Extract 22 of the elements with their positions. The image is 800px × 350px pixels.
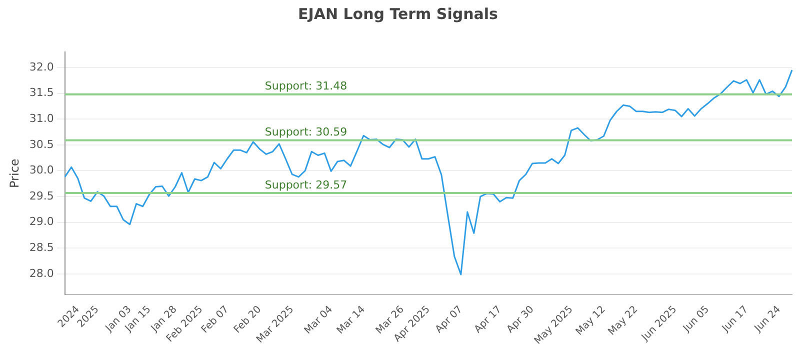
y-tick-label: 31.0 [29, 112, 54, 125]
ref-line-label: Support: 31.48 [264, 80, 348, 93]
x-tick-label: Mar 04 [302, 304, 336, 336]
y-tick-label: 30.5 [29, 138, 54, 151]
x-tick-label: Jun 17 [720, 304, 751, 335]
y-axis-title: Price [7, 158, 22, 188]
y-tick-label: 30.0 [29, 164, 54, 177]
ref-line-label: Support: 30.59 [264, 126, 348, 139]
x-tick-label: Mar 14 [335, 304, 368, 336]
y-tick-label: 29.0 [29, 215, 54, 228]
x-tick-label: Apr 07 [434, 304, 465, 336]
x-tick-label: Apr 30 [505, 304, 536, 336]
x-tick-label: Jun 05 [680, 304, 712, 335]
x-tick-label: Apr 17 [472, 304, 504, 336]
ref-line-label: Support: 29.57 [264, 178, 348, 192]
y-tick-label: 31.5 [29, 86, 54, 100]
x-tick-label: Jun 24 [752, 304, 783, 335]
y-tick-label: 32.0 [29, 60, 54, 74]
chart-title: EJAN Long Term Signals [298, 4, 498, 23]
y-tick-label: 28.0 [29, 266, 54, 280]
y-tick-label: 29.5 [29, 189, 54, 202]
y-tick-label: 28.5 [29, 241, 54, 254]
